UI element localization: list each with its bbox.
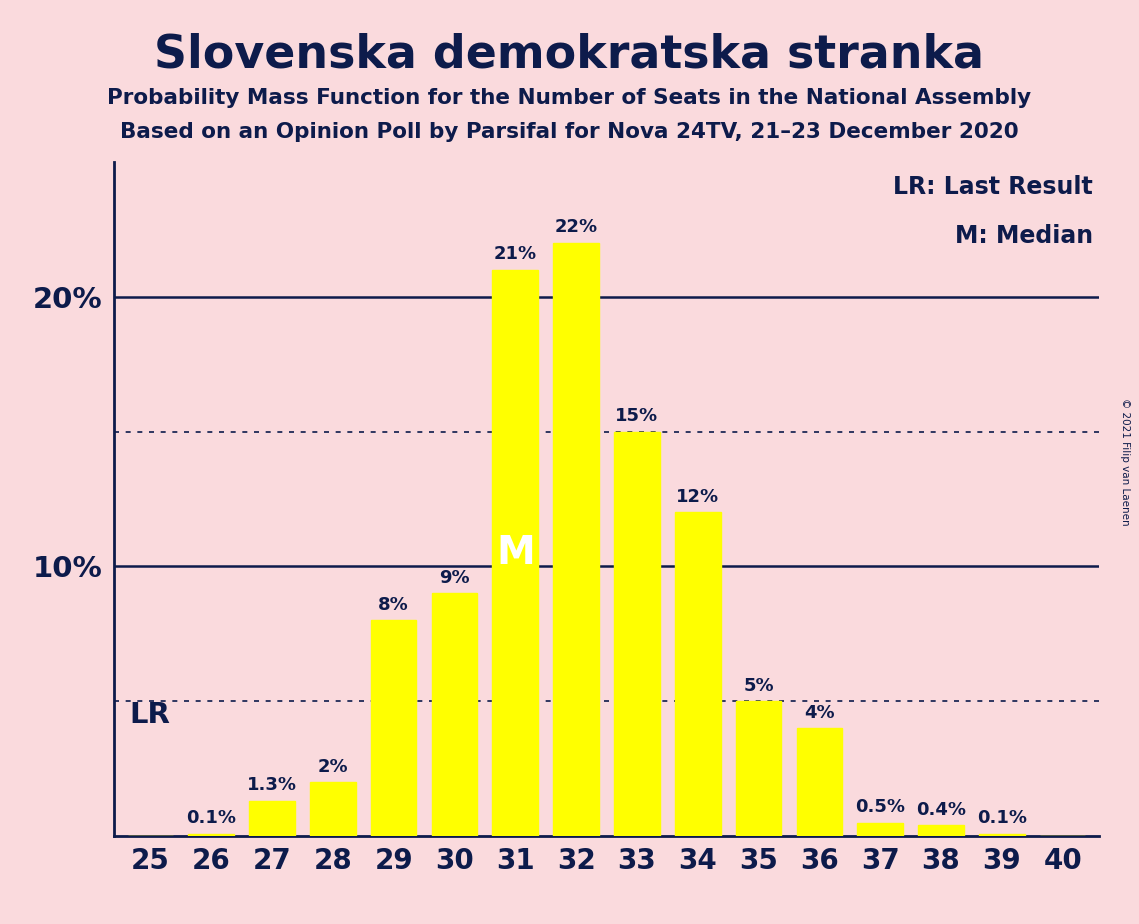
Bar bbox=[249, 801, 295, 836]
Bar bbox=[554, 243, 599, 836]
Text: LR: Last Result: LR: Last Result bbox=[893, 176, 1093, 200]
Text: Based on an Opinion Poll by Parsifal for Nova 24TV, 21–23 December 2020: Based on an Opinion Poll by Parsifal for… bbox=[121, 122, 1018, 142]
Text: 22%: 22% bbox=[555, 218, 598, 236]
Text: 2%: 2% bbox=[318, 758, 349, 775]
Bar bbox=[675, 513, 721, 836]
Bar bbox=[980, 833, 1025, 836]
Text: M: Median: M: Median bbox=[954, 224, 1093, 248]
Bar bbox=[796, 728, 842, 836]
Bar bbox=[918, 825, 964, 836]
Text: © 2021 Filip van Laenen: © 2021 Filip van Laenen bbox=[1121, 398, 1130, 526]
Text: Slovenska demokratska stranka: Slovenska demokratska stranka bbox=[155, 32, 984, 78]
Bar bbox=[736, 701, 781, 836]
Text: 0.1%: 0.1% bbox=[186, 808, 236, 827]
Text: 8%: 8% bbox=[378, 596, 409, 614]
Bar bbox=[432, 593, 477, 836]
Text: 12%: 12% bbox=[677, 488, 720, 505]
Text: LR: LR bbox=[129, 700, 170, 729]
Text: 0.1%: 0.1% bbox=[977, 808, 1027, 827]
Text: 0.5%: 0.5% bbox=[855, 798, 906, 816]
Text: 4%: 4% bbox=[804, 703, 835, 722]
Text: 1.3%: 1.3% bbox=[247, 776, 297, 795]
Bar bbox=[188, 833, 233, 836]
Text: Probability Mass Function for the Number of Seats in the National Assembly: Probability Mass Function for the Number… bbox=[107, 88, 1032, 108]
Text: M: M bbox=[495, 534, 534, 572]
Text: 0.4%: 0.4% bbox=[916, 801, 966, 819]
Bar bbox=[371, 620, 417, 836]
Text: 9%: 9% bbox=[440, 568, 469, 587]
Bar bbox=[858, 822, 903, 836]
Bar bbox=[310, 783, 355, 836]
Text: 21%: 21% bbox=[493, 245, 536, 263]
Bar bbox=[492, 270, 538, 836]
Text: 5%: 5% bbox=[744, 676, 773, 695]
Text: 15%: 15% bbox=[615, 407, 658, 425]
Bar bbox=[614, 432, 659, 836]
